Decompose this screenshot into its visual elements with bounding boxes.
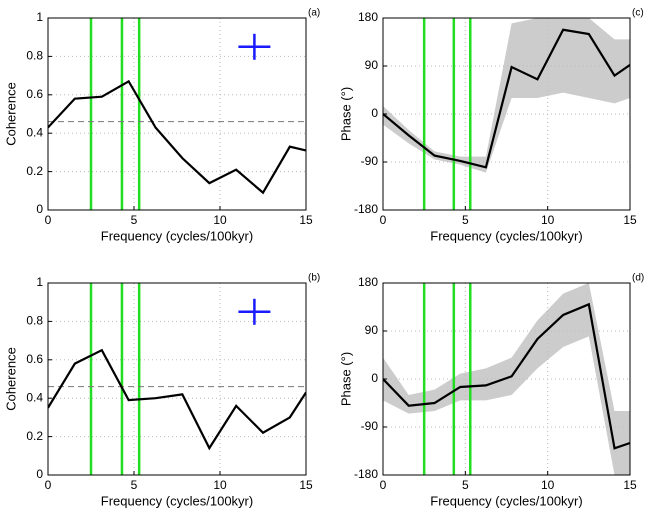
y-axis-label: Coherence (3, 347, 18, 411)
data-line (48, 79, 306, 195)
panel-label: (b) (308, 273, 320, 284)
data-line (383, 302, 630, 450)
plot-area (48, 18, 306, 210)
y-tick-label: 0.2 (26, 429, 43, 443)
x-tick-label: 10 (541, 213, 555, 227)
y-tick-label: -90 (361, 419, 379, 433)
y-tick-label: 0.4 (26, 125, 43, 139)
y-axis-label: Phase (°) (338, 87, 353, 141)
y-tick-label: 90 (365, 58, 379, 72)
x-tick-label: 10 (213, 213, 227, 227)
x-tick-label: 5 (462, 213, 469, 227)
panel-label: (c) (632, 8, 644, 19)
x-tick-label: 10 (213, 478, 227, 492)
y-tick-label: -180 (354, 202, 378, 216)
y-axis-label: Coherence (3, 82, 18, 146)
panel-label: (a) (308, 8, 320, 19)
y-tick-label: 0.8 (26, 49, 43, 63)
y-tick-label: 0.8 (26, 314, 43, 328)
panel: 0 5 10 15 -180 -90 0 90 180 Frequency (cycles/100… (338, 273, 644, 509)
y-tick-label: 1 (36, 10, 43, 24)
panel: 0 5 10 15 0 0.2 0.4 0.6 0.8 1 Frequency (cycles/10… (3, 8, 320, 244)
x-tick-label: 0 (380, 213, 387, 227)
y-tick-label: -180 (354, 467, 378, 481)
data-line (383, 28, 630, 169)
data-line (48, 348, 306, 451)
y-tick-label: 0 (371, 106, 378, 120)
y-tick-label: 180 (358, 10, 378, 24)
y-tick-label: 0.4 (26, 390, 43, 404)
x-tick-label: 0 (45, 213, 52, 227)
y-tick-label: 1 (36, 275, 43, 289)
panel-label: (d) (632, 273, 644, 284)
panel: 0 5 10 15 -180 -90 0 90 180 Frequency (cycles/100… (338, 8, 643, 244)
x-tick-label: 5 (131, 478, 138, 492)
y-tick-label: 0 (371, 371, 378, 385)
x-tick-label: 15 (623, 478, 637, 492)
x-tick-label: 15 (299, 213, 313, 227)
plot-area (383, 283, 630, 475)
confidence-band (383, 18, 630, 173)
x-tick-label: 15 (299, 478, 313, 492)
plot-area (48, 283, 306, 475)
plot-area (383, 18, 630, 210)
x-axis-label: Frequency (cycles/100kyr) (101, 228, 253, 243)
axes-frame (47, 17, 307, 211)
y-tick-label: 0.2 (26, 164, 43, 178)
y-tick-label: -90 (361, 154, 379, 168)
x-axis-label: Frequency (cycles/100kyr) (430, 228, 582, 243)
axes-frame (47, 282, 307, 476)
x-axis-label: Frequency (cycles/100kyr) (101, 493, 253, 508)
y-tick-label: 0.6 (26, 87, 43, 101)
y-tick-label: 0.6 (26, 352, 43, 366)
x-tick-label: 15 (623, 213, 637, 227)
x-tick-label: 5 (131, 213, 138, 227)
x-tick-label: 0 (45, 478, 52, 492)
y-tick-label: 180 (358, 275, 378, 289)
x-tick-label: 5 (462, 478, 469, 492)
x-axis-label: Frequency (cycles/100kyr) (430, 493, 582, 508)
y-tick-label: 0 (36, 202, 43, 216)
x-tick-label: 10 (541, 478, 555, 492)
x-tick-label: 0 (380, 478, 387, 492)
panel: 0 5 10 15 0 0.2 0.4 0.6 0.8 1 Frequency (cycles/10… (3, 273, 320, 509)
y-axis-label: Phase (°) (338, 352, 353, 406)
y-tick-label: 0 (36, 467, 43, 481)
y-tick-label: 90 (365, 323, 379, 337)
